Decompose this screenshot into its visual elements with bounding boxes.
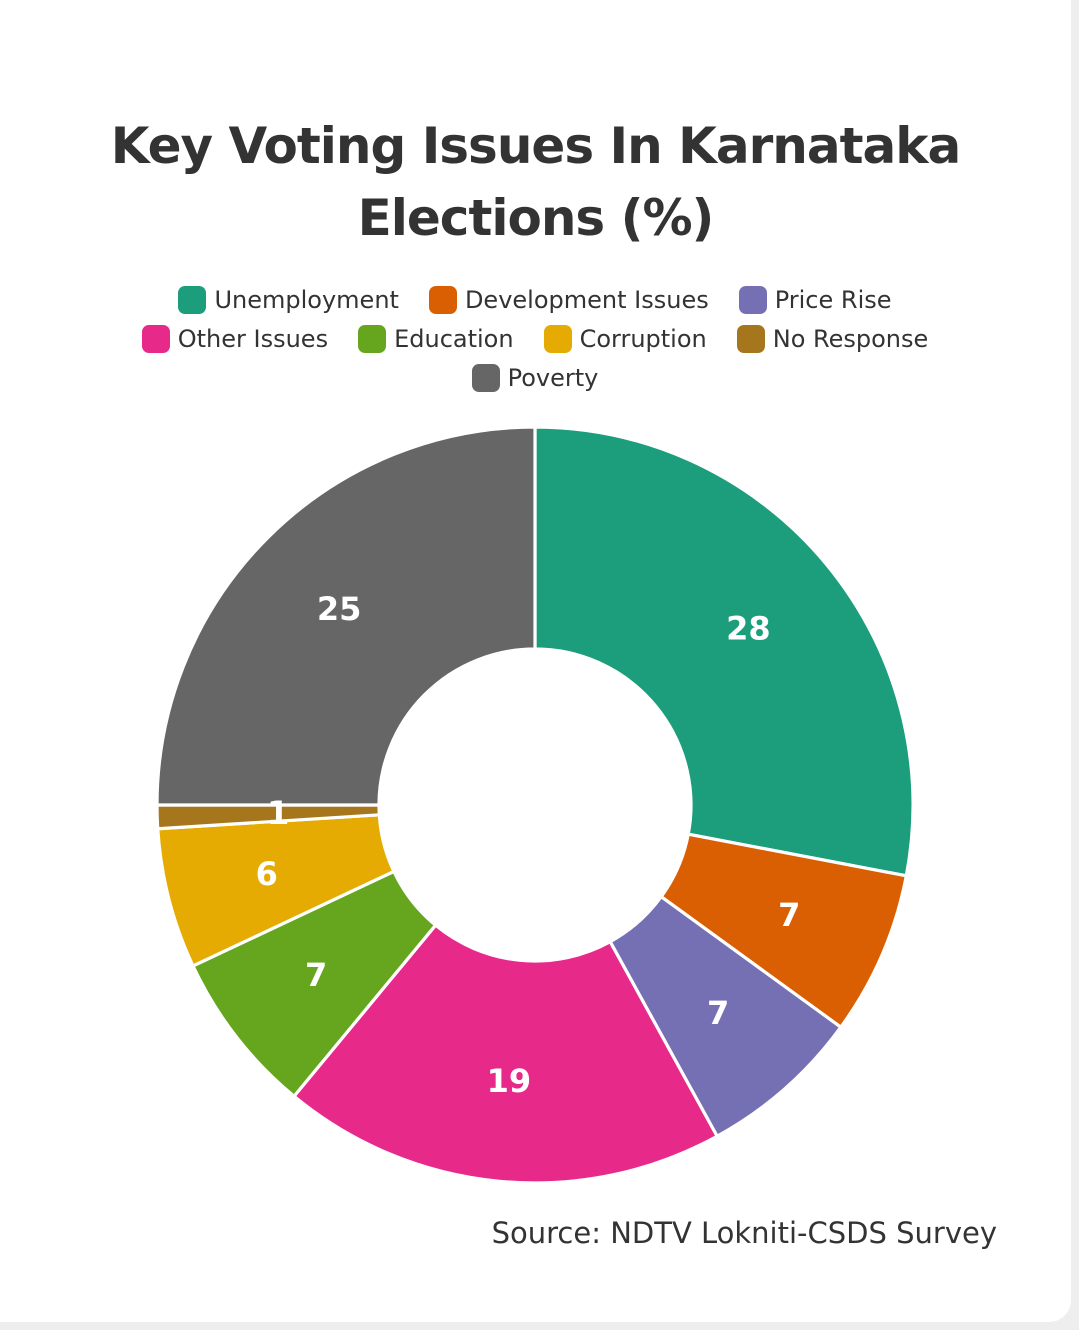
- legend-row: Poverty: [60, 358, 1010, 397]
- slice-value-label: 19: [487, 1062, 532, 1100]
- source-note: Source: NDTV Lokniti-CSDS Survey: [491, 1216, 997, 1250]
- legend-item-poverty[interactable]: Poverty: [471, 363, 599, 392]
- chart-legend: Unemployment Development Issues Price Ri…: [60, 280, 1010, 397]
- legend-item-unemployment[interactable]: Unemployment: [178, 285, 399, 314]
- legend-swatch: [543, 324, 572, 353]
- legend-label: No Response: [772, 324, 929, 353]
- legend-row: Unemployment Development Issues Price Ri…: [60, 280, 1010, 319]
- chart-title: Key Voting Issues In Karnataka Elections…: [0, 110, 1071, 254]
- legend-label: Education: [394, 324, 514, 353]
- legend-item-education[interactable]: Education: [358, 324, 514, 353]
- legend-swatch: [178, 285, 207, 314]
- slice-value-label: 1: [267, 794, 289, 832]
- legend-row: Other Issues Education Corruption No Res…: [60, 319, 1010, 358]
- chart-title-line-2: Elections (%): [357, 189, 715, 247]
- slice-value-label: 28: [726, 609, 771, 647]
- legend-label: Price Rise: [774, 285, 892, 314]
- donut-slice-other-issues[interactable]: [292, 923, 719, 1185]
- chart-title-line-1: Key Voting Issues In Karnataka: [110, 117, 961, 175]
- slice-value-label: 6: [256, 855, 278, 893]
- legend-swatch: [471, 363, 500, 392]
- legend-label: Development Issues: [464, 285, 709, 314]
- legend-label: Poverty: [507, 363, 599, 392]
- legend-swatch: [736, 324, 765, 353]
- legend-swatch: [738, 285, 767, 314]
- slice-value-label: 25: [317, 590, 362, 628]
- legend-label: Corruption: [579, 324, 707, 353]
- legend-item-other-issues[interactable]: Other Issues: [141, 324, 329, 353]
- legend-label: Other Issues: [177, 324, 329, 353]
- legend-item-development-issues[interactable]: Development Issues: [428, 285, 709, 314]
- legend-item-no-response[interactable]: No Response: [736, 324, 929, 353]
- legend-label: Unemployment: [214, 285, 399, 314]
- slice-value-label: 7: [305, 956, 327, 994]
- slice-value-label: 7: [707, 994, 729, 1032]
- legend-item-corruption[interactable]: Corruption: [543, 324, 707, 353]
- legend-item-price-rise[interactable]: Price Rise: [738, 285, 892, 314]
- donut-slice-poverty[interactable]: [155, 425, 537, 807]
- legend-swatch: [428, 285, 457, 314]
- slice-value-label: 7: [778, 896, 800, 934]
- donut-slice-unemployment[interactable]: [533, 425, 915, 878]
- legend-swatch: [141, 324, 170, 353]
- legend-swatch: [358, 324, 387, 353]
